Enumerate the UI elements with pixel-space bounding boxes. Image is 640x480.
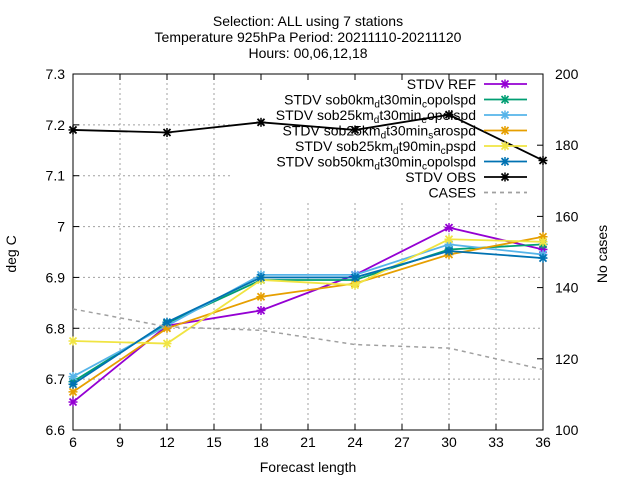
series-line bbox=[72, 250, 544, 385]
data-point bbox=[162, 339, 172, 349]
data-point bbox=[162, 323, 172, 333]
series-line bbox=[72, 238, 544, 345]
x-tick-label: 21 bbox=[300, 434, 316, 450]
x-tick-label: 36 bbox=[535, 434, 551, 450]
series-layer bbox=[68, 110, 548, 407]
y2-tick-label: 200 bbox=[555, 66, 579, 82]
legend-marker bbox=[500, 157, 510, 166]
data-point bbox=[256, 305, 266, 315]
x-tick-label: 18 bbox=[253, 434, 269, 450]
data-point bbox=[68, 125, 78, 135]
series-7 bbox=[72, 308, 544, 371]
legend-entry: STDV REF bbox=[407, 76, 527, 92]
data-point bbox=[538, 155, 548, 165]
data-point bbox=[444, 246, 454, 256]
y-axis-label: deg C bbox=[3, 235, 19, 272]
legend-marker bbox=[500, 110, 510, 120]
data-point bbox=[350, 125, 360, 135]
legend-marker bbox=[500, 126, 510, 135]
legend-entry: STDV sob0kmdt30mincopolspd bbox=[284, 92, 527, 111]
legend-entry: STDV sob25kmdt90mincpspd bbox=[295, 138, 527, 157]
y2-tick-label: 180 bbox=[555, 137, 579, 153]
legend-entry: STDV sob25kmdt30minsarospd bbox=[283, 123, 527, 142]
data-point bbox=[350, 280, 360, 290]
x-tick-label: 33 bbox=[488, 434, 504, 450]
legend-label: STDV sob25kmdt30minsarospd bbox=[283, 123, 476, 142]
axis-layer: 6 9 12 15 18 21 24 27 30 33 36 6.6 6.7 6.8 6.9 7 7.1 7.2 7… bbox=[46, 66, 579, 450]
data-point bbox=[68, 379, 78, 389]
y-tick-label: 6.6 bbox=[46, 422, 66, 438]
legend-marker bbox=[500, 79, 510, 89]
data-point bbox=[162, 127, 172, 137]
data-point bbox=[444, 110, 454, 120]
x-tick-label: 15 bbox=[206, 434, 222, 450]
chart-header-line1: Selection: ALL using 7 stations bbox=[213, 13, 403, 29]
series-line bbox=[72, 308, 544, 371]
y-tick-label: 6.7 bbox=[46, 371, 66, 387]
legend-marker bbox=[500, 141, 510, 151]
legend-label: STDV sob25kmdt90mincpspd bbox=[295, 138, 476, 157]
chart-header-line2: Temperature 925hPa Period: 20211110-2021… bbox=[155, 29, 462, 45]
data-point bbox=[68, 336, 78, 346]
y2-tick-label: 160 bbox=[555, 208, 579, 224]
legend-entry: STDV OBS bbox=[405, 169, 527, 185]
legend-label: STDV REF bbox=[407, 76, 476, 92]
legend-marker bbox=[500, 95, 510, 104]
data-point bbox=[68, 387, 78, 397]
y-tick-label: 7 bbox=[57, 219, 65, 235]
x-tick-label: 30 bbox=[441, 434, 457, 450]
data-point bbox=[538, 253, 548, 263]
legend-label: STDV sob50kmdt30mincopolspd bbox=[276, 154, 476, 173]
series-4 bbox=[68, 234, 548, 349]
y2-tick-label: 100 bbox=[555, 422, 579, 438]
legend-marker bbox=[500, 172, 510, 182]
legend-label: STDV sob0kmdt30mincopolspd bbox=[284, 92, 476, 111]
x-tick-label: 27 bbox=[394, 434, 410, 450]
legend-label: STDV sob25kmdt30mineopolspd bbox=[276, 107, 476, 126]
chart-header-line3: Hours: 00,06,12,18 bbox=[248, 45, 367, 61]
y2-axis-label: No cases bbox=[594, 225, 610, 283]
data-point bbox=[162, 317, 172, 327]
data-point bbox=[256, 292, 266, 302]
series-5 bbox=[68, 246, 548, 389]
x-tick-label: 24 bbox=[347, 434, 363, 450]
series-line bbox=[72, 243, 544, 378]
legend-label: STDV OBS bbox=[405, 169, 476, 185]
series-6 bbox=[68, 110, 548, 165]
x-tick-label: 12 bbox=[159, 434, 175, 450]
series-line bbox=[72, 113, 544, 162]
x-tick-label: 9 bbox=[116, 434, 124, 450]
y2-tick-label: 140 bbox=[555, 280, 579, 296]
y-tick-label: 6.8 bbox=[46, 320, 66, 336]
legend-entry: STDV sob50kmdt30mincopolspd bbox=[276, 154, 527, 173]
legend-entry: CASES bbox=[429, 185, 527, 201]
y-tick-label: 7.3 bbox=[46, 66, 66, 82]
x-axis-label: Forecast length bbox=[260, 459, 357, 475]
data-point bbox=[350, 272, 360, 282]
y2-tick-label: 120 bbox=[555, 351, 579, 367]
legend-entry: STDV sob25kmdt30mineopolspd bbox=[276, 107, 527, 126]
data-point bbox=[68, 397, 78, 407]
data-point bbox=[256, 117, 266, 127]
y-tick-label: 6.9 bbox=[46, 269, 66, 285]
y-tick-label: 7.1 bbox=[46, 168, 66, 184]
legend-label: CASES bbox=[429, 185, 476, 201]
x-tick-label: 6 bbox=[69, 434, 77, 450]
data-point bbox=[68, 372, 78, 382]
data-point bbox=[538, 237, 548, 247]
data-point bbox=[444, 223, 454, 233]
data-point bbox=[444, 234, 454, 244]
y-tick-label: 7.2 bbox=[46, 117, 66, 133]
data-point bbox=[256, 272, 266, 282]
